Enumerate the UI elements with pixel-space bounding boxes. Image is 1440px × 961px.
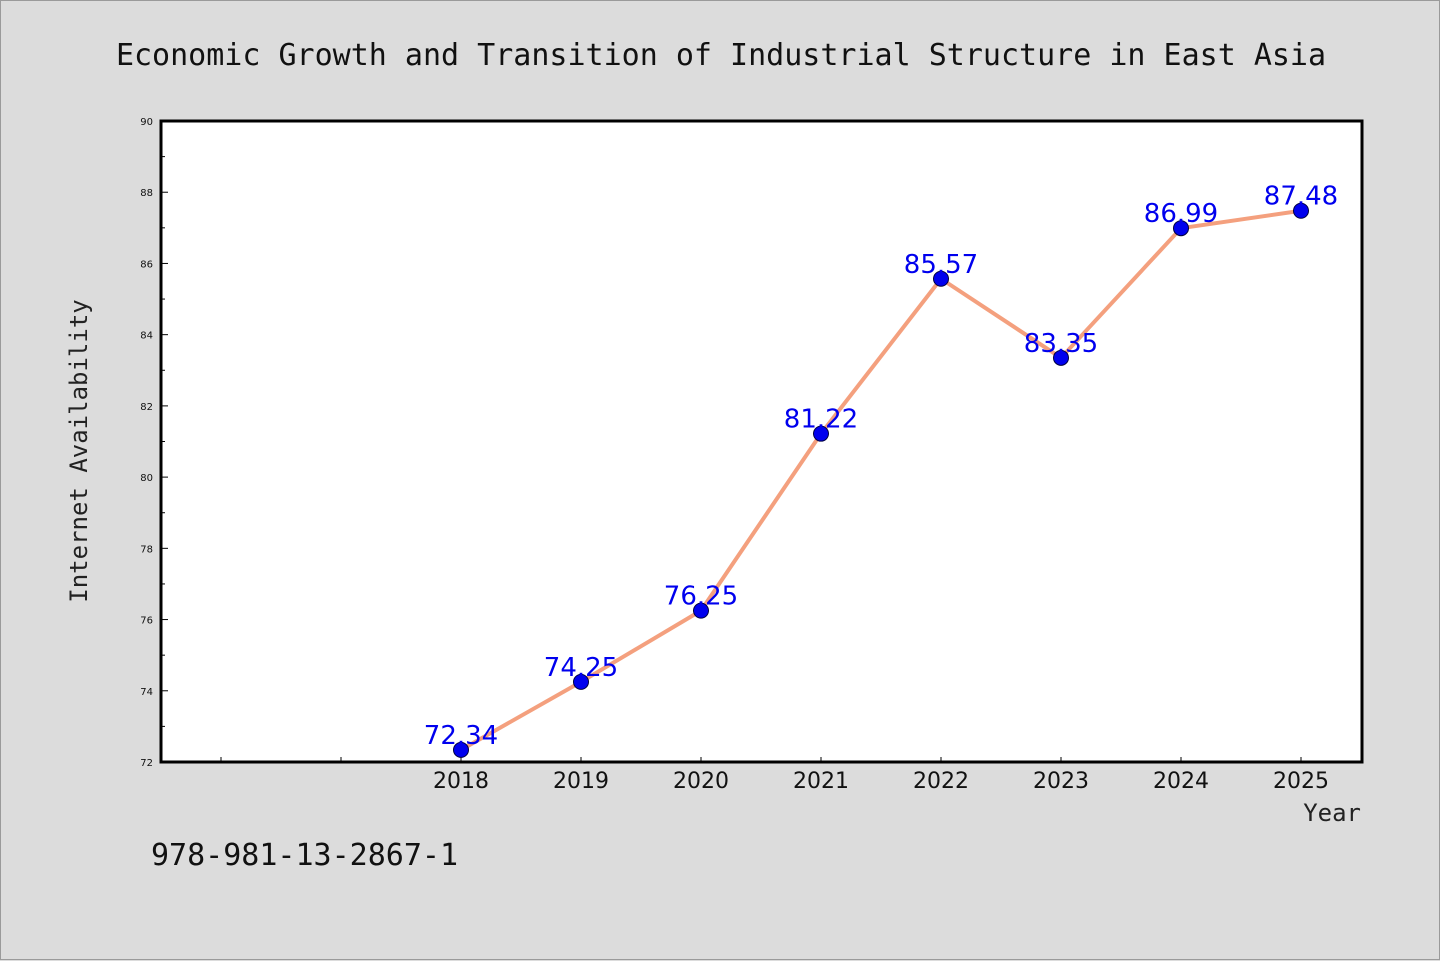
y-tick-label: 80 (140, 473, 153, 484)
data-label: 83.35 (1024, 329, 1098, 359)
data-label: 76.25 (664, 582, 738, 612)
y-tick-label: 78 (140, 544, 153, 555)
x-tick-label: 2022 (913, 769, 969, 794)
data-point (1293, 202, 1309, 219)
y-axis-label: Internet Availability (65, 299, 93, 602)
y-tick-label: 88 (140, 188, 153, 199)
x-tick-label: 2018 (433, 769, 489, 794)
y-tick-label: 86 (140, 259, 153, 270)
data-label: 86.99 (1144, 199, 1218, 229)
x-tick-label: 2024 (1153, 769, 1209, 794)
y-tick-label: 90 (140, 117, 153, 128)
y-tick-label: 72 (140, 758, 153, 769)
y-tick-label: 74 (140, 687, 153, 698)
data-point (813, 425, 829, 442)
x-axis-label: Year (1303, 799, 1361, 827)
data-label: 81.22 (784, 405, 858, 435)
x-tick-label: 2025 (1273, 769, 1329, 794)
data-label: 72.34 (424, 721, 498, 751)
y-axis: 72 74 76 78 80 82 84 86 88 90 (140, 117, 168, 769)
x-tick-label: 2021 (793, 769, 849, 794)
y-tick-label: 82 (140, 402, 153, 413)
chart-title: Economic Growth and Transition of Indust… (116, 38, 1326, 73)
isbn-text: 978-981-13-2867-1 (151, 838, 458, 873)
series-line (460, 208, 1302, 752)
data-label: 74.25 (544, 653, 618, 683)
plot-area (159, 119, 1364, 764)
series-group: 72.34 74.25 76.25 81.22 85.57 83.35 86.99 87.48 (424, 182, 1338, 758)
x-tick-label: 2019 (553, 769, 609, 794)
data-point (693, 602, 709, 619)
x-tick-label: 2023 (1033, 769, 1089, 794)
data-label: 85.57 (904, 250, 978, 280)
y-tick-label: 84 (140, 331, 153, 342)
y-tick-label: 76 (140, 616, 153, 627)
x-tick-label: 2020 (673, 769, 729, 794)
x-axis: 2018 2019 2020 2021 2022 2023 2024 2025 (220, 757, 1329, 794)
data-point (1173, 220, 1189, 237)
data-point (933, 270, 949, 287)
data-label: 87.48 (1264, 182, 1338, 212)
data-point (453, 741, 469, 758)
data-point (1053, 349, 1069, 366)
data-point (573, 673, 589, 690)
